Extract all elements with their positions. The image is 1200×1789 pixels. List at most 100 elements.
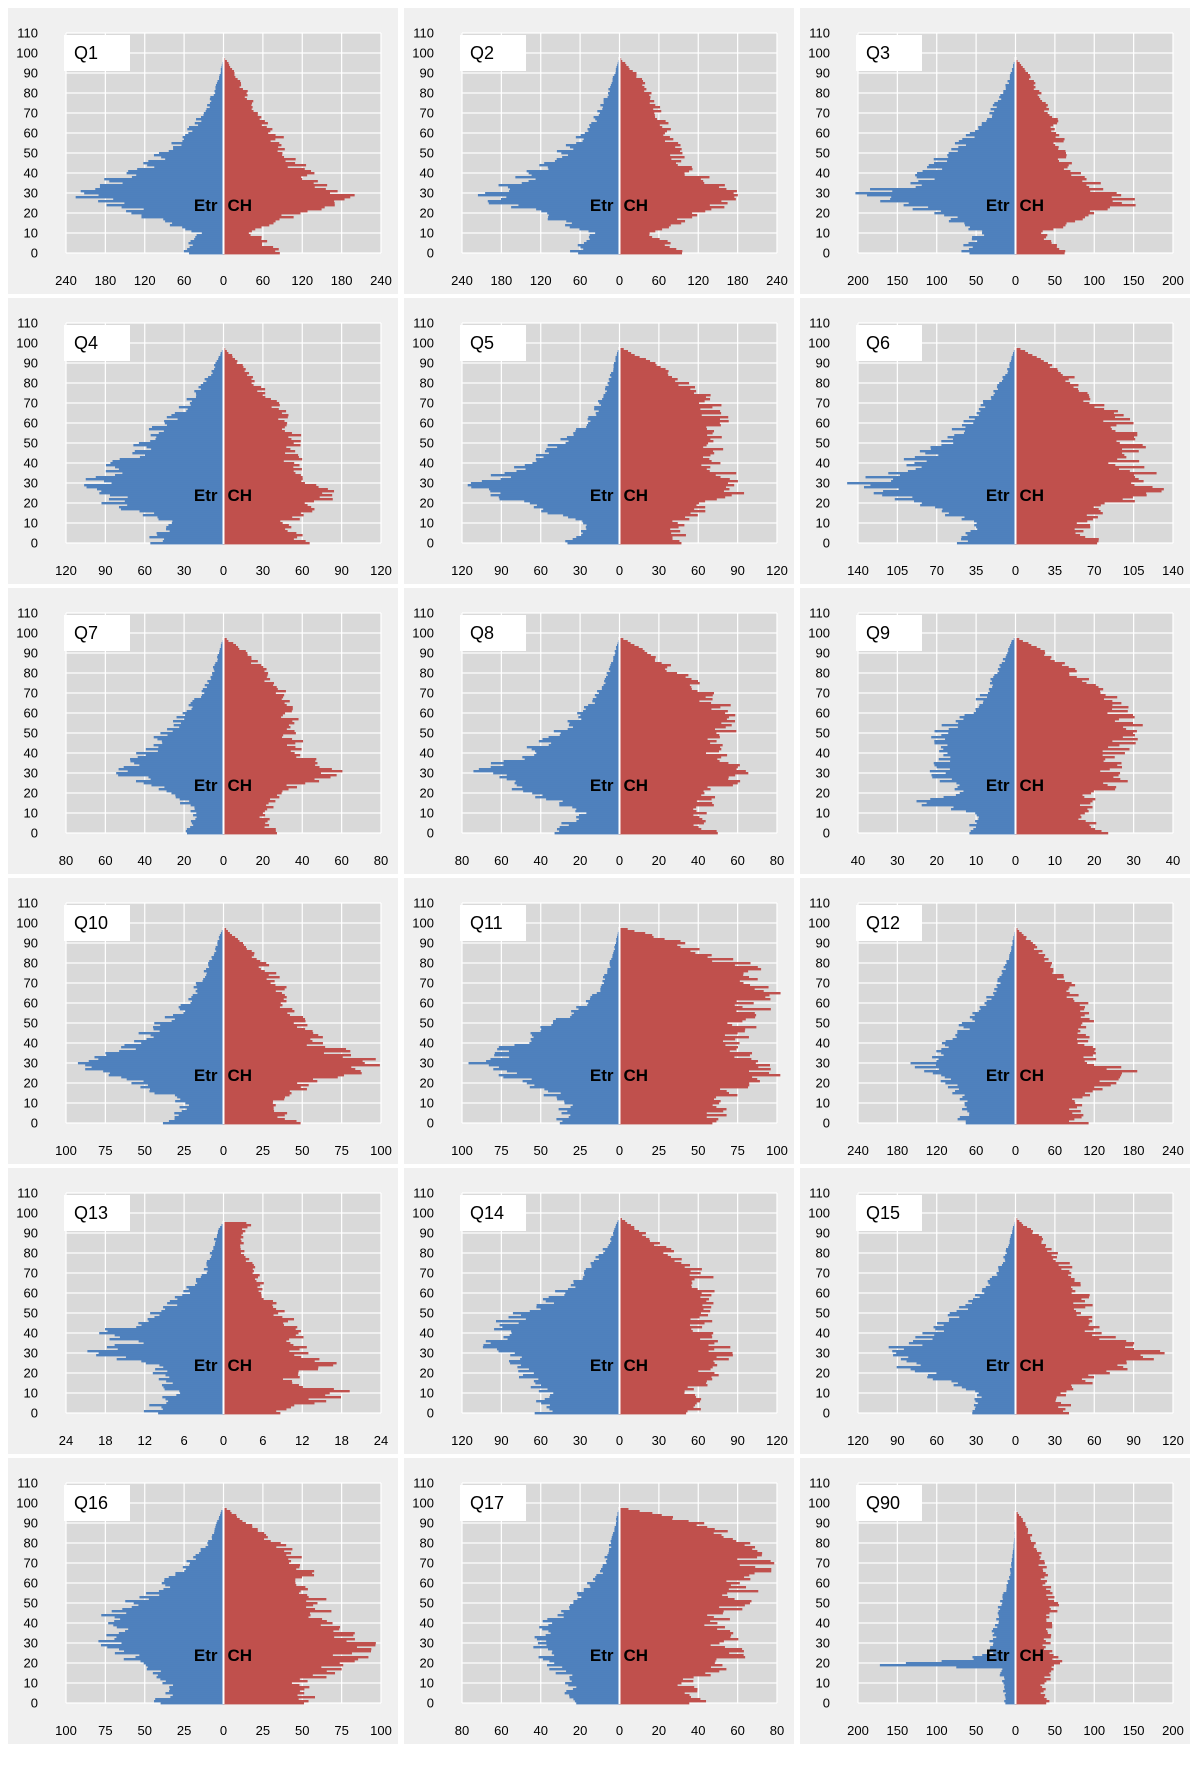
bar-ch-age-42: [223, 168, 305, 171]
series-etr: [482, 1218, 620, 1415]
bar-etr-age-4: [973, 1404, 1016, 1407]
y-tick-label: 70: [24, 106, 38, 121]
bar-ch-age-60: [1015, 132, 1057, 135]
bar-etr-age-89: [1009, 74, 1016, 77]
bar-etr-age-22: [108, 498, 224, 501]
bar-etr-age-7: [974, 1398, 1016, 1401]
bar-etr-age-13: [572, 806, 620, 809]
bar-ch-age-25: [223, 1362, 337, 1365]
bar-etr-age-4: [963, 244, 1016, 247]
x-tick-label: 75: [494, 1143, 508, 1158]
bar-etr-age-26: [883, 490, 1016, 493]
bar-ch-age-41: [619, 1330, 693, 1333]
bar-etr-age-69: [598, 114, 620, 117]
bar-etr-age-36: [109, 180, 224, 183]
bar-ch-age-44: [1015, 1614, 1047, 1617]
bar-etr-age-26: [136, 780, 224, 783]
bar-etr-age-50: [138, 442, 224, 445]
bar-ch-age-97: [619, 638, 624, 641]
bar-etr-age-6: [169, 530, 224, 533]
bar-ch-age-94: [223, 934, 232, 937]
bar-etr-age-4: [193, 824, 224, 827]
bar-ch-age-75: [223, 392, 266, 395]
bar-etr-age-88: [613, 656, 620, 659]
bar-etr-age-35: [910, 182, 1016, 185]
bar-etr-age-29: [935, 1064, 1016, 1067]
bar-etr-age-79: [208, 1544, 224, 1547]
bar-ch-age-37: [223, 1048, 347, 1051]
bar-ch-age-18: [619, 1376, 712, 1379]
bar-ch-age-36: [619, 470, 710, 473]
bar-ch-age-85: [1015, 662, 1065, 665]
bar-etr-age-26: [98, 200, 224, 203]
bar-ch-age-39: [1015, 464, 1116, 467]
x-tick-label: 120: [291, 273, 313, 288]
bar-etr-age-1: [552, 1410, 620, 1413]
bar-ch-age-14: [1015, 1094, 1090, 1097]
bar-etr-age-73: [602, 106, 620, 109]
bar-ch-age-93: [1015, 1226, 1028, 1229]
bar-ch-age-56: [223, 430, 285, 433]
bar-ch-age-37: [223, 758, 317, 761]
bar-etr-age-43: [940, 746, 1016, 749]
bar-ch-age-22: [1015, 1658, 1053, 1661]
bar-etr-age-92: [616, 1518, 620, 1521]
bar-ch-age-79: [223, 1254, 245, 1257]
bar-ch-age-30: [1015, 192, 1117, 195]
bar-etr-age-3: [559, 826, 620, 829]
bar-ch-age-20: [1015, 792, 1092, 795]
bar-ch-age-8: [1015, 1686, 1043, 1689]
bar-etr-age-74: [1001, 974, 1016, 977]
bar-etr-age-84: [212, 1534, 224, 1537]
bar-ch-age-53: [1015, 1306, 1086, 1309]
bar-etr-age-26: [939, 780, 1016, 783]
bar-etr-age-70: [599, 402, 620, 405]
bar-ch-age-77: [223, 678, 271, 681]
bar-ch-age-81: [223, 960, 261, 963]
bar-ch-age-72: [619, 688, 692, 691]
bar-etr-age-24: [920, 1364, 1016, 1367]
bar-ch-age-22: [619, 1078, 758, 1081]
bar-etr-age-50: [949, 1312, 1016, 1315]
bar-ch-age-11: [619, 1680, 694, 1683]
bar-etr-age-53: [958, 146, 1016, 149]
bar-etr-age-69: [992, 114, 1016, 117]
bar-etr-age-46: [998, 1610, 1016, 1613]
bar-ch-age-8: [619, 816, 700, 819]
bar-etr-age-10: [565, 1682, 620, 1685]
bar-ch-age-5: [619, 1402, 697, 1405]
bar-ch-age-80: [223, 962, 267, 965]
bar-ch-age-93: [223, 66, 231, 69]
bar-ch-age-26: [1015, 1650, 1053, 1653]
bar-ch-age-58: [223, 1586, 306, 1589]
bar-etr-age-64: [1010, 1574, 1016, 1577]
side-label-ch: CH: [1020, 1356, 1045, 1375]
bar-ch-age-1: [1015, 830, 1102, 833]
bar-etr-age-11: [965, 810, 1016, 813]
bar-etr-age-57: [963, 718, 1016, 721]
bar-ch-age-45: [619, 1322, 705, 1325]
bar-ch-age-7: [223, 1398, 309, 1401]
bar-etr-age-29: [510, 1354, 620, 1357]
bar-etr-age-43: [933, 1326, 1016, 1329]
y-tick-label: 70: [816, 1266, 830, 1281]
bar-etr-age-68: [182, 1566, 224, 1569]
bar-ch-age-27: [223, 198, 345, 201]
bar-ch-age-84: [1015, 1534, 1033, 1537]
bar-etr-age-47: [122, 1608, 224, 1611]
bar-etr-age-47: [930, 448, 1016, 451]
bar-etr-age-42: [530, 1038, 620, 1041]
bar-etr-age-15: [547, 512, 620, 515]
bar-etr-age-19: [145, 1664, 224, 1667]
bar-etr-age-78: [1003, 966, 1016, 969]
bar-etr-age-32: [938, 1058, 1016, 1061]
bar-etr-age-11: [538, 1390, 620, 1393]
bar-ch-age-50: [619, 1602, 750, 1605]
bar-etr-age-61: [164, 1580, 224, 1583]
bar-ch-age-64: [223, 1574, 315, 1577]
bar-ch-age-8: [1015, 816, 1082, 819]
bar-etr-age-68: [997, 986, 1016, 989]
bar-etr-age-36: [105, 470, 224, 473]
bar-ch-age-47: [1015, 1608, 1051, 1611]
bar-etr-age-20: [152, 1372, 224, 1375]
